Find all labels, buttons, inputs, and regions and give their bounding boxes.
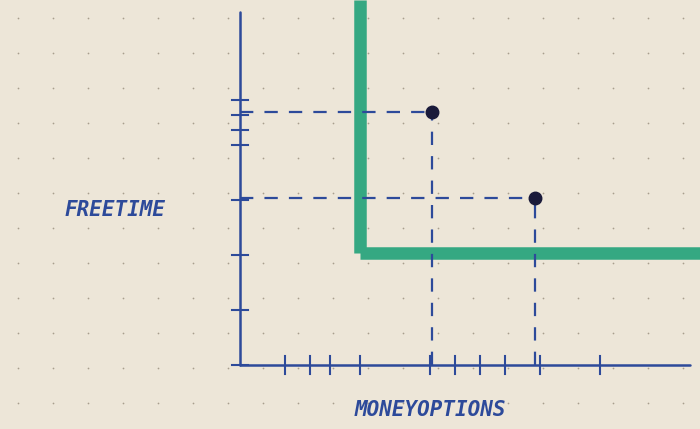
Text: MONEYOPTIONS: MONEYOPTIONS bbox=[354, 400, 505, 420]
Text: FREETIME: FREETIME bbox=[64, 200, 165, 220]
